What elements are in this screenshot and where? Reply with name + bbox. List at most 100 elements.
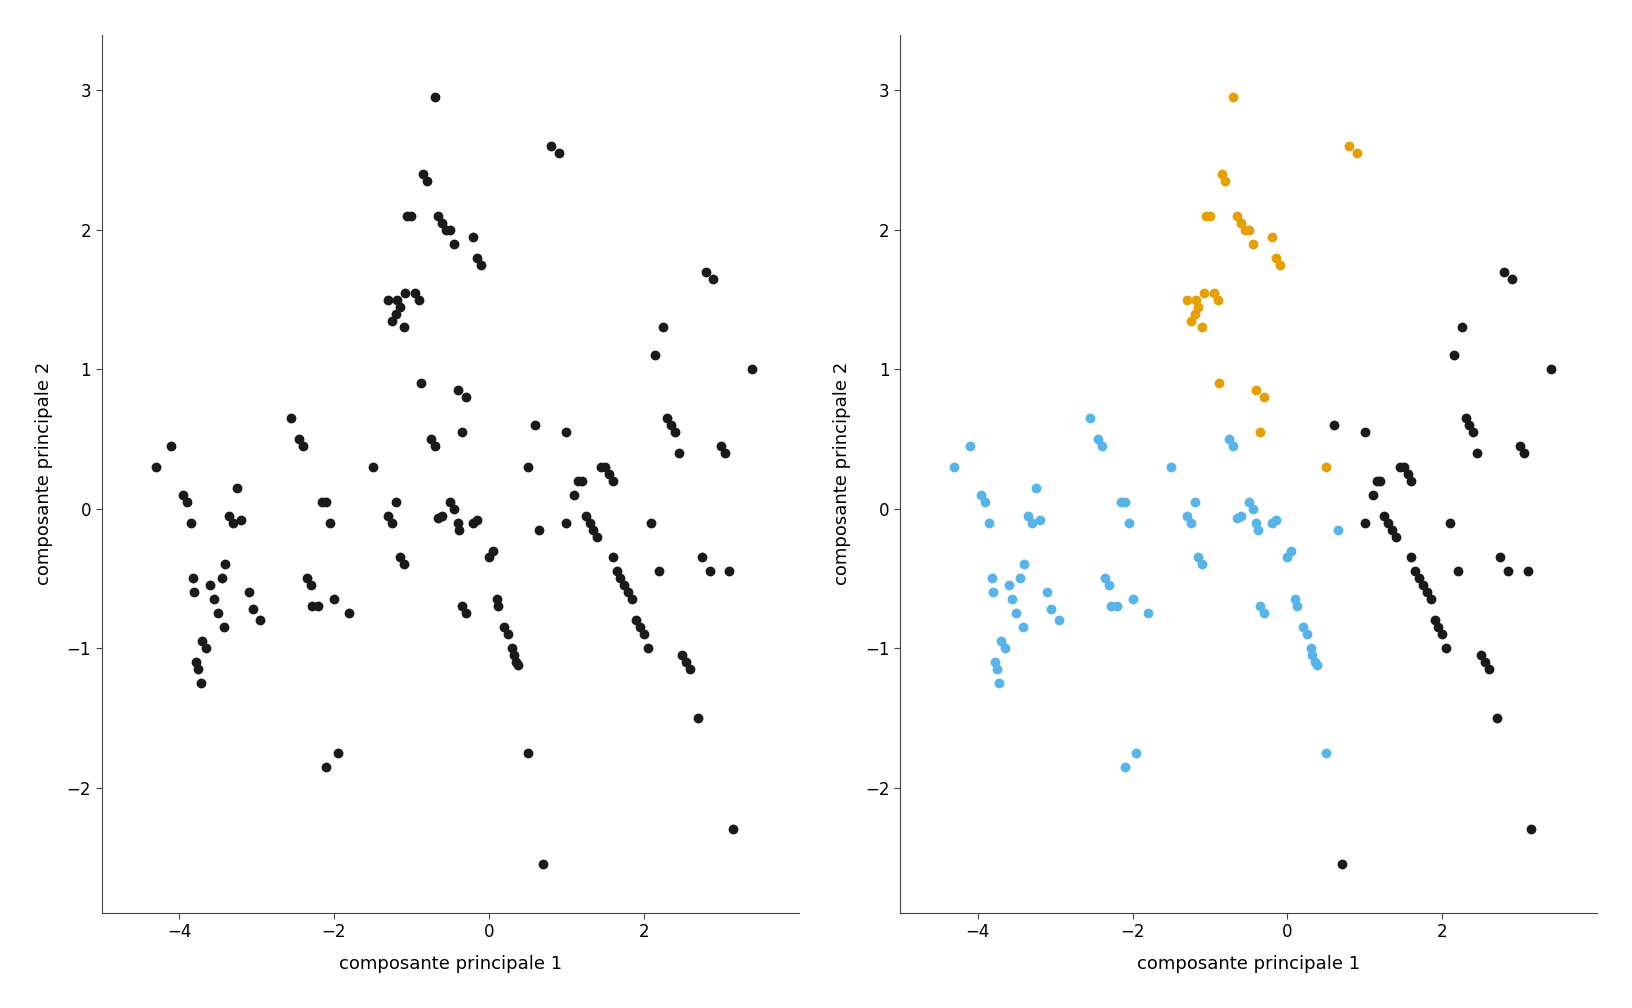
Point	[654, 410, 681, 426]
Point	[308, 494, 335, 510]
Point	[1511, 445, 1537, 461]
Point	[313, 759, 339, 775]
Point	[607, 571, 633, 587]
Point	[1190, 320, 1216, 336]
Point	[449, 598, 475, 614]
Point	[1018, 514, 1044, 530]
Point	[401, 284, 428, 300]
Point	[1500, 270, 1526, 286]
Point	[720, 822, 746, 838]
Point	[1425, 619, 1451, 635]
Point	[1433, 640, 1459, 656]
Point	[181, 585, 207, 601]
Point	[996, 578, 1022, 594]
Point	[499, 640, 526, 656]
Point	[463, 512, 490, 528]
Point	[1266, 257, 1293, 273]
Point	[452, 605, 478, 621]
Point	[1097, 578, 1123, 594]
Point	[421, 90, 447, 106]
Point	[1461, 424, 1487, 440]
Point	[689, 549, 715, 565]
Point	[379, 514, 405, 530]
Point	[1284, 598, 1310, 614]
Point	[973, 494, 999, 510]
Point	[452, 389, 478, 405]
Point	[1304, 657, 1330, 673]
Point	[627, 619, 653, 635]
Point	[708, 437, 734, 454]
Point	[1213, 173, 1239, 190]
Point	[1244, 382, 1270, 398]
Y-axis label: composante principale 2: composante principale 2	[834, 362, 852, 586]
Point	[553, 514, 579, 530]
Point	[217, 508, 243, 524]
Point	[189, 633, 215, 649]
Point	[976, 514, 1002, 530]
Point	[317, 514, 343, 530]
Point	[421, 437, 447, 454]
Point	[446, 521, 472, 537]
Point	[1399, 549, 1425, 565]
Point	[1506, 437, 1532, 454]
Point	[178, 514, 204, 530]
Point	[186, 661, 212, 677]
Point	[460, 229, 486, 245]
Point	[661, 424, 687, 440]
Point	[1278, 542, 1304, 558]
Point	[1108, 494, 1134, 510]
Point	[1475, 661, 1501, 677]
Point	[1252, 389, 1278, 405]
Point	[674, 654, 700, 670]
Point	[503, 654, 529, 670]
Point	[1240, 236, 1266, 252]
Point	[592, 459, 619, 475]
Y-axis label: composante principale 2: composante principale 2	[34, 362, 52, 586]
Point	[584, 528, 610, 544]
Point	[1027, 512, 1053, 528]
Point	[942, 459, 968, 475]
Point	[1359, 487, 1386, 503]
Point	[1103, 598, 1129, 614]
Point	[1046, 612, 1072, 628]
Point	[375, 291, 401, 307]
Point	[716, 563, 743, 580]
Point	[646, 563, 672, 580]
Point	[359, 459, 385, 475]
Point	[387, 549, 413, 565]
Point	[1438, 514, 1464, 530]
Point	[1193, 208, 1219, 224]
Point	[588, 459, 614, 475]
Point	[615, 585, 641, 601]
Point	[1314, 745, 1340, 761]
Point	[1182, 494, 1208, 510]
Point	[290, 437, 317, 454]
Point	[1452, 410, 1479, 426]
Point	[1089, 437, 1115, 454]
Point	[446, 382, 472, 398]
Point	[1301, 654, 1327, 670]
Point	[224, 480, 250, 496]
Point	[375, 508, 401, 524]
Point	[1116, 514, 1142, 530]
Point	[180, 571, 206, 587]
Point	[1407, 571, 1433, 587]
Point	[1173, 508, 1200, 524]
Point	[158, 437, 184, 454]
Point	[1345, 145, 1371, 161]
Point	[526, 521, 552, 537]
Point	[1038, 601, 1064, 617]
Point	[619, 592, 645, 608]
Point	[1216, 431, 1242, 448]
Point	[384, 494, 410, 510]
Point	[228, 512, 255, 528]
Point	[277, 410, 304, 426]
Point	[1258, 514, 1284, 530]
Point	[294, 571, 320, 587]
Point	[1023, 480, 1049, 496]
Point	[485, 598, 511, 614]
Point	[1283, 592, 1309, 608]
Point	[1514, 563, 1541, 580]
Point	[666, 445, 692, 461]
Point	[1227, 508, 1253, 524]
